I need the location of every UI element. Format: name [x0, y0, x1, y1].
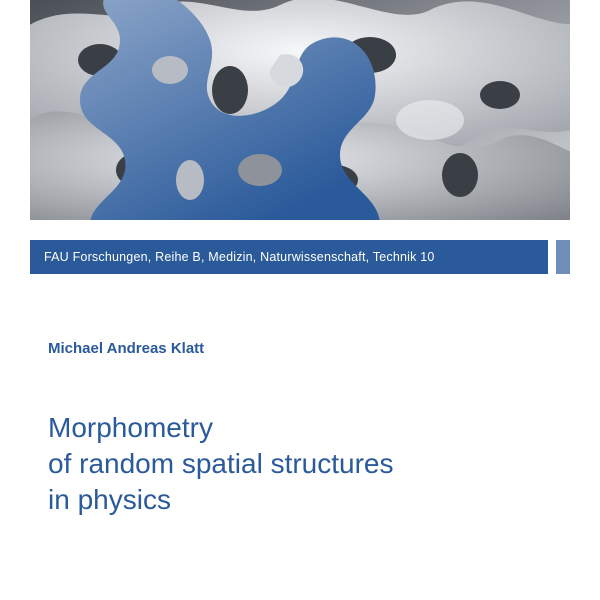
book-title: Morphometry of random spatial structures… [48, 410, 394, 517]
series-label: FAU Forschungen, Reihe B, Medizin, Natur… [44, 250, 435, 264]
book-cover: FAU Forschungen, Reihe B, Medizin, Natur… [0, 0, 600, 600]
series-label-container: FAU Forschungen, Reihe B, Medizin, Natur… [30, 240, 548, 274]
series-bar: FAU Forschungen, Reihe B, Medizin, Natur… [30, 240, 570, 274]
hero-image [30, 0, 570, 220]
title-line-2: of random spatial structures [48, 446, 394, 482]
title-line-1: Morphometry [48, 410, 394, 446]
spatial-structure-illustration [30, 0, 570, 220]
title-line-3: in physics [48, 482, 394, 518]
series-tab [556, 240, 570, 274]
series-gap [548, 240, 556, 274]
author-name: Michael Andreas Klatt [48, 340, 204, 357]
